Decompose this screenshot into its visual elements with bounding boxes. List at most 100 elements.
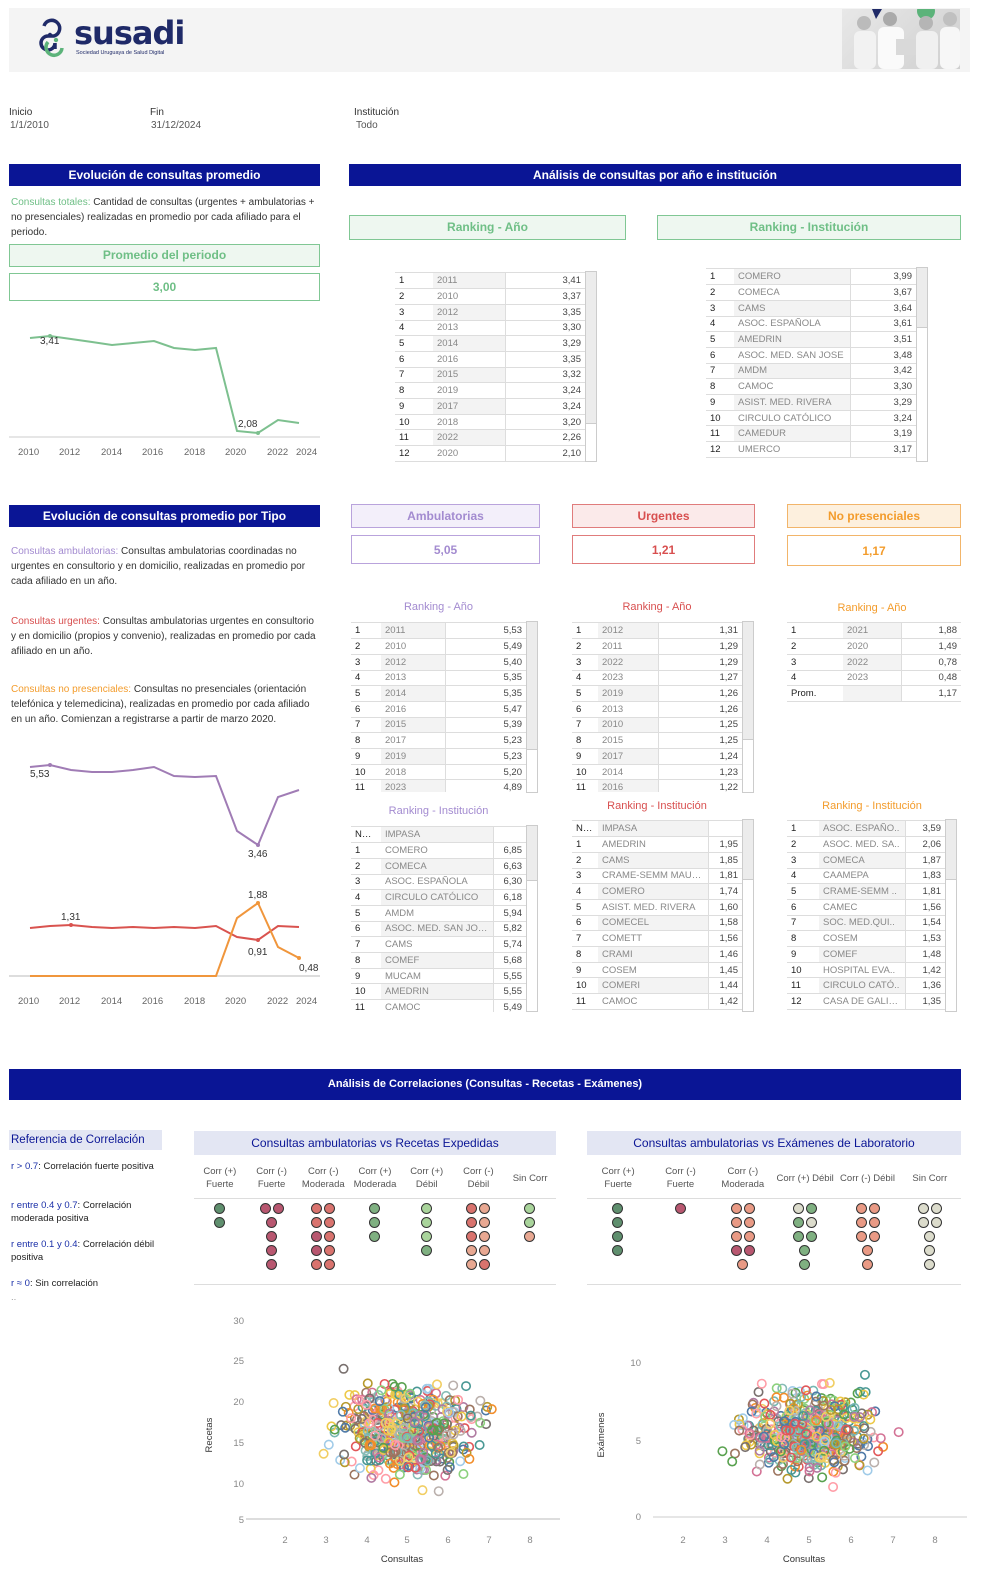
scatter-point[interactable] (412, 1469, 423, 1480)
table-row[interactable]: 1 ASOC. ESPAÑO.. 3,59 (787, 821, 945, 838)
correlation-dot[interactable] (311, 1259, 323, 1270)
scatter-point[interactable] (420, 1402, 431, 1413)
correlation-dot[interactable] (213, 1203, 225, 1214)
scatter-point[interactable] (771, 1383, 782, 1394)
table-row[interactable]: 3 2022 0,78 (787, 654, 961, 671)
scatter-point[interactable] (806, 1429, 817, 1440)
scatter-point[interactable] (795, 1405, 806, 1416)
table-row[interactable]: 6 COMECEL 1,58 (572, 915, 742, 932)
table-row[interactable]: 2 COMECA 3,67 (706, 284, 916, 301)
scatter-point[interactable] (729, 1419, 740, 1430)
scatter-point[interactable] (854, 1412, 865, 1423)
scatter-point[interactable] (784, 1425, 795, 1436)
table-row[interactable]: 3 ASOC. ESPAÑOLA 6,30 (351, 874, 526, 891)
correlation-dot[interactable] (524, 1217, 536, 1228)
scatter-point[interactable] (350, 1441, 361, 1452)
scatter-point[interactable] (853, 1440, 864, 1451)
table-row[interactable]: 1 2021 1,88 (787, 623, 961, 640)
scatter-point[interactable] (329, 1424, 340, 1435)
table-row[interactable]: NU.. IMPASA (572, 821, 742, 838)
scatter-point[interactable] (800, 1385, 811, 1396)
scatter-point[interactable] (389, 1477, 400, 1488)
scatter-point[interactable] (753, 1387, 764, 1398)
scatter-point[interactable] (833, 1404, 844, 1415)
scatter-point[interactable] (376, 1385, 387, 1396)
scatter-point[interactable] (374, 1396, 385, 1407)
scatter-point[interactable] (830, 1467, 841, 1478)
scatter-point[interactable] (343, 1408, 354, 1419)
correlation-dot[interactable] (265, 1231, 277, 1242)
scatter-point[interactable] (790, 1405, 801, 1416)
scatter-point[interactable] (421, 1464, 432, 1475)
scatter-point[interactable] (486, 1404, 497, 1415)
scatter-point[interactable] (364, 1440, 375, 1451)
scatter-point[interactable] (840, 1441, 851, 1452)
scatter-point[interactable] (414, 1410, 425, 1421)
scatter-point[interactable] (801, 1429, 812, 1440)
scatter-point[interactable] (758, 1431, 769, 1442)
correlation-dot[interactable] (259, 1203, 271, 1214)
table-row[interactable]: 10 2018 5,20 (351, 764, 526, 781)
scatter-point[interactable] (455, 1456, 466, 1467)
scatter-point[interactable] (821, 1411, 832, 1422)
scatter-point[interactable] (452, 1411, 463, 1422)
correlation-dot[interactable] (369, 1231, 380, 1242)
correlation-dot[interactable] (806, 1231, 818, 1242)
scatter-point[interactable] (340, 1422, 351, 1433)
scatter-point[interactable] (349, 1413, 360, 1424)
table-row[interactable]: Prom. 1,17 (787, 685, 961, 702)
correlation-dot[interactable] (265, 1259, 277, 1270)
scatter-point[interactable] (398, 1423, 409, 1434)
scatter-point[interactable] (433, 1486, 444, 1497)
scatter-point[interactable] (859, 1423, 870, 1434)
scatter-point[interactable] (751, 1408, 762, 1419)
correlation-dot[interactable] (311, 1245, 323, 1256)
scatter-point[interactable] (849, 1411, 860, 1422)
scatter-point[interactable] (852, 1388, 863, 1399)
correlation-dot[interactable] (861, 1259, 873, 1270)
scatter-point[interactable] (858, 1433, 869, 1444)
correlation-dot[interactable] (868, 1217, 880, 1228)
scatter-point[interactable] (472, 1411, 483, 1422)
correlation-dot[interactable] (479, 1259, 491, 1270)
correlation-dot[interactable] (855, 1203, 867, 1214)
scatter-point[interactable] (427, 1425, 438, 1436)
table-row[interactable]: 6 CAMEC 1,56 (787, 899, 945, 916)
scatter-point[interactable] (729, 1448, 740, 1459)
scatter-point[interactable] (444, 1462, 455, 1473)
table-row[interactable]: 10 AMEDRIN 5,55 (351, 983, 526, 1001)
scatter-point[interactable] (351, 1414, 362, 1425)
table-row[interactable]: 10 CIRCULO CATÓLICO 3,24 (706, 410, 916, 427)
scatter-point[interactable] (754, 1445, 765, 1456)
scatter-point[interactable] (475, 1417, 486, 1428)
correlation-dot[interactable] (420, 1217, 432, 1228)
scatter-point[interactable] (448, 1380, 459, 1391)
scatter-point[interactable] (409, 1416, 420, 1427)
scatter-point[interactable] (464, 1404, 475, 1415)
correlation-dot[interactable] (861, 1245, 873, 1256)
scatter-point[interactable] (369, 1403, 380, 1414)
correlation-dot[interactable] (265, 1217, 277, 1228)
scatter-point[interactable] (786, 1465, 797, 1476)
scatter-point[interactable] (831, 1438, 842, 1449)
correlation-dot[interactable] (806, 1203, 818, 1214)
filter-inicio-value[interactable]: 1/1/2010 (10, 120, 49, 131)
scatter-point[interactable] (405, 1388, 416, 1399)
scatter-point[interactable] (787, 1388, 798, 1399)
scatter-point[interactable] (349, 1469, 360, 1480)
scatter-point[interactable] (782, 1473, 793, 1484)
scatter-point[interactable] (353, 1427, 364, 1438)
scatter-point[interactable] (804, 1466, 815, 1477)
correlation-dot[interactable] (479, 1217, 491, 1228)
scatter-point[interactable] (828, 1481, 839, 1492)
scatter-point[interactable] (415, 1463, 426, 1474)
scatter-point[interactable] (796, 1444, 807, 1455)
correlation-dot[interactable] (466, 1231, 478, 1242)
table-row[interactable]: 9 2019 5,23 (351, 748, 526, 765)
table-row[interactable]: 5 2014 5,35 (351, 685, 526, 702)
scatter-point[interactable] (428, 1470, 439, 1481)
correlation-dot[interactable] (466, 1259, 478, 1270)
scatter-point[interactable] (740, 1442, 751, 1453)
table-row[interactable]: 9 ASIST. MED. RIVERA 3,29 (706, 394, 916, 411)
scatter-point[interactable] (766, 1424, 777, 1435)
